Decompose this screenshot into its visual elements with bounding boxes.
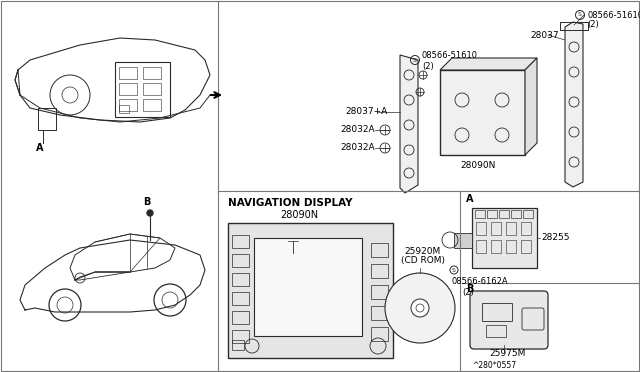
- Text: 28032A: 28032A: [340, 144, 374, 153]
- Bar: [523, 210, 533, 218]
- Bar: [472, 208, 537, 268]
- Circle shape: [147, 210, 153, 216]
- Text: NAVIGATION DISPLAY: NAVIGATION DISPLAY: [228, 198, 353, 208]
- Bar: [371, 327, 388, 341]
- Text: B: B: [466, 284, 474, 294]
- Bar: [119, 83, 137, 95]
- Bar: [511, 210, 521, 218]
- Text: 08566-51610: 08566-51610: [587, 10, 640, 19]
- Bar: [475, 210, 485, 218]
- Text: S: S: [452, 267, 456, 273]
- Bar: [482, 303, 512, 321]
- Text: 28090N: 28090N: [460, 160, 495, 170]
- Polygon shape: [440, 58, 537, 70]
- Text: 08566-51610: 08566-51610: [422, 51, 478, 60]
- Bar: [521, 222, 531, 235]
- Bar: [38, 108, 56, 130]
- Bar: [143, 83, 161, 95]
- Text: 28032A: 28032A: [340, 125, 374, 135]
- Bar: [232, 235, 249, 248]
- Bar: [228, 223, 393, 358]
- Circle shape: [411, 299, 429, 317]
- Text: 25975M: 25975M: [489, 349, 525, 357]
- Bar: [119, 105, 129, 113]
- Bar: [487, 210, 497, 218]
- Bar: [454, 233, 472, 248]
- Text: (2): (2): [462, 288, 474, 296]
- Bar: [371, 285, 388, 299]
- FancyBboxPatch shape: [470, 291, 548, 349]
- Bar: [371, 243, 388, 257]
- Text: A: A: [466, 194, 474, 204]
- Bar: [506, 222, 516, 235]
- Bar: [506, 240, 516, 253]
- Bar: [521, 240, 531, 253]
- Bar: [254, 238, 362, 336]
- Text: A: A: [36, 143, 44, 153]
- Bar: [491, 240, 501, 253]
- Text: 28090N: 28090N: [280, 210, 318, 220]
- Bar: [119, 67, 137, 79]
- Bar: [486, 325, 506, 337]
- Bar: [143, 67, 161, 79]
- Bar: [119, 99, 137, 111]
- Polygon shape: [565, 22, 583, 187]
- Bar: [232, 292, 249, 305]
- Bar: [440, 70, 525, 155]
- Bar: [476, 240, 486, 253]
- Text: S: S: [578, 13, 582, 17]
- Polygon shape: [400, 55, 418, 193]
- Bar: [371, 306, 388, 320]
- Circle shape: [385, 273, 455, 343]
- Bar: [499, 210, 509, 218]
- Bar: [143, 99, 161, 111]
- Text: (CD ROM): (CD ROM): [401, 257, 445, 266]
- Text: 28037: 28037: [530, 31, 559, 39]
- Text: B: B: [143, 197, 150, 207]
- Text: (2): (2): [587, 20, 599, 29]
- Polygon shape: [525, 58, 537, 155]
- Bar: [232, 311, 249, 324]
- Bar: [476, 222, 486, 235]
- Text: 28255: 28255: [541, 234, 570, 243]
- Text: S: S: [413, 58, 417, 62]
- Text: (2): (2): [422, 61, 434, 71]
- Bar: [560, 22, 588, 30]
- Text: 25920M: 25920M: [404, 247, 440, 256]
- Bar: [371, 264, 388, 278]
- Bar: [115, 62, 170, 117]
- Bar: [232, 340, 244, 350]
- Text: 08566-6162A: 08566-6162A: [452, 278, 509, 286]
- Bar: [491, 222, 501, 235]
- Bar: [232, 254, 249, 267]
- Text: 28037+A: 28037+A: [345, 108, 387, 116]
- Bar: [232, 273, 249, 286]
- Bar: [232, 330, 249, 343]
- Text: ^280*0557: ^280*0557: [472, 360, 516, 369]
